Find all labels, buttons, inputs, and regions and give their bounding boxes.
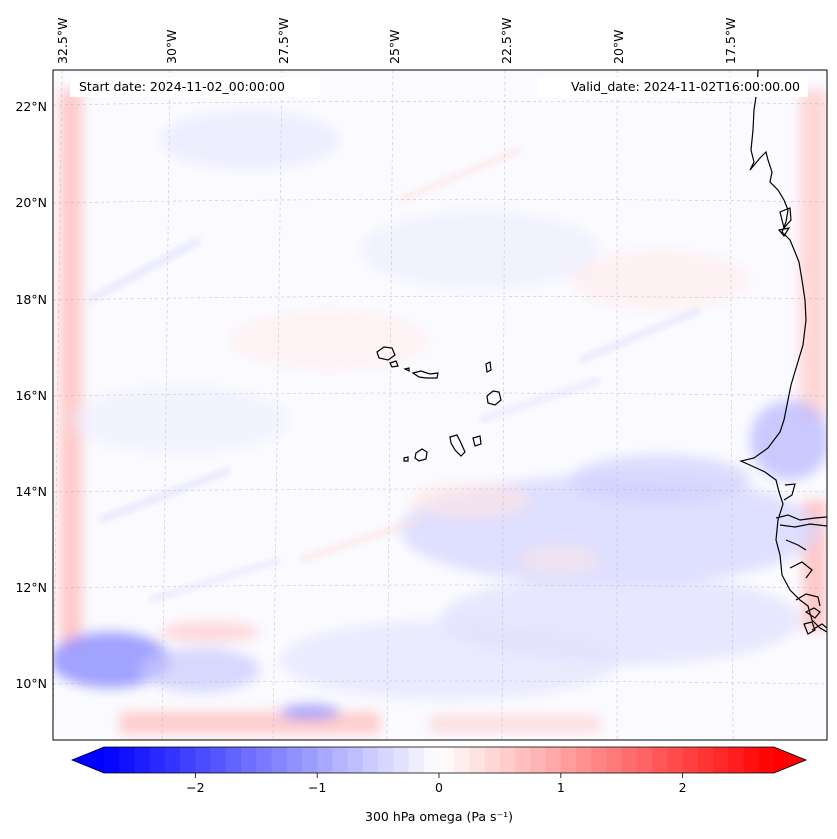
africa-coastline: [739, 70, 827, 635]
colorbar-segment: [271, 747, 288, 773]
colorbar-segment: [332, 747, 349, 773]
colorbar-tick-label: 1: [557, 780, 565, 795]
lat-label: 18°N: [15, 292, 47, 307]
colorbar-segment: [576, 747, 592, 773]
colorbar-segment: [530, 747, 547, 773]
colorbar-segment: [606, 747, 623, 773]
colorbar-segment: [621, 747, 638, 773]
island-sal: [485, 361, 492, 373]
colorbar-extend-high: [774, 747, 806, 773]
colorbar-segment: [484, 747, 501, 773]
lon-label: 30°W: [164, 29, 179, 64]
colorbar-segment: [560, 747, 577, 773]
colorbar-segment: [149, 747, 166, 773]
colorbar-segment: [652, 747, 669, 773]
island-sao-vicente: [389, 360, 399, 368]
colorbar-segment: [104, 747, 120, 773]
colorbar-outline: [70, 746, 808, 774]
colorbar-segment: [347, 747, 364, 773]
lon-label: 25°W: [387, 29, 402, 64]
colorbar-segment: [317, 747, 334, 773]
colorbar-segment: [256, 747, 273, 773]
colorbar: −2 −1 0 1 2 300 hPa omega (Pa s⁻¹): [70, 746, 808, 824]
colorbar-segment: [286, 747, 303, 773]
colorbar-segment: [636, 747, 653, 773]
colorbar-segment: [393, 747, 410, 773]
island-fogo: [414, 448, 428, 462]
island-boa-vista: [486, 390, 502, 406]
lon-label: 22.5°W: [499, 18, 514, 64]
map-panel: Start date: 2024-11-02_00:00:00 Valid_da…: [52, 69, 828, 741]
colorbar-extend-low: [72, 747, 104, 773]
island-santo-antao: [376, 346, 396, 361]
colorbar-segment: [758, 747, 775, 773]
colorbar-segment: [225, 747, 242, 773]
lon-label: 27.5°W: [276, 18, 291, 64]
island-santiago: [449, 434, 466, 457]
longitude-labels: 32.5°W 30°W 27.5°W 25°W 22.5°W 20°W 17.5…: [55, 18, 738, 64]
lat-label: 10°N: [15, 676, 47, 691]
island-brava: [403, 456, 409, 462]
latitude-labels: 22°N 20°N 18°N 16°N 14°N 12°N 10°N: [15, 99, 47, 691]
colorbar-segment: [210, 747, 227, 773]
colorbar-segment: [195, 747, 212, 773]
colorbar-segment: [499, 747, 516, 773]
start-date-box: [70, 77, 320, 97]
lat-label: 16°N: [15, 388, 47, 403]
colorbar-segment: [164, 747, 181, 773]
island-sao-nicolau: [411, 370, 439, 379]
colorbar-segment: [667, 747, 684, 773]
lat-label: 12°N: [15, 580, 47, 595]
colorbar-label: 300 hPa omega (Pa s⁻¹): [365, 809, 513, 824]
colorbar-tick-label: −1: [308, 780, 326, 795]
colorbar-segment: [469, 747, 486, 773]
gridlines: [53, 70, 827, 740]
colorbar-segment: [408, 747, 425, 773]
colorbar-segment: [713, 747, 729, 773]
island-santa-luzia: [403, 367, 410, 372]
colorbar-segment: [134, 747, 151, 773]
colorbar-segment: [728, 747, 745, 773]
colorbar-tick-label: 2: [679, 780, 687, 795]
omega-field: [53, 90, 827, 734]
colorbar-segment: [439, 747, 455, 773]
colorbar-segments: [104, 747, 775, 773]
colorbar-segment: [591, 747, 608, 773]
lon-label: 17.5°W: [723, 18, 738, 64]
lon-label: 20°W: [611, 29, 626, 64]
colorbar-segment: [423, 747, 440, 773]
start-date-label: Start date: 2024-11-02_00:00:00: [79, 79, 285, 94]
lat-label: 14°N: [15, 484, 47, 499]
colorbar-segment: [119, 747, 136, 773]
lon-label: 32.5°W: [55, 18, 70, 64]
colorbar-segment: [697, 747, 714, 773]
colorbar-segment: [743, 747, 760, 773]
colorbar-segment: [545, 747, 562, 773]
colorbar-segment: [454, 747, 471, 773]
lat-label: 20°N: [15, 195, 47, 210]
valid-date-box: [538, 77, 808, 97]
map-frame: [52, 69, 828, 741]
colorbar-segment: [378, 747, 394, 773]
colorbar-segment: [362, 747, 379, 773]
colorbar-segment: [180, 747, 196, 773]
colorbar-ticks: −2 −1 0 1 2: [186, 773, 687, 795]
island-maio: [472, 435, 482, 447]
colorbar-tick-label: 0: [435, 780, 443, 795]
colorbar-segment: [515, 747, 531, 773]
valid-date-label: Valid_date: 2024-11-02T16:00:00.00: [571, 79, 800, 94]
colorbar-segment: [241, 747, 257, 773]
colorbar-tick-label: −2: [186, 780, 204, 795]
lat-label: 22°N: [15, 99, 47, 114]
colorbar-segment: [301, 747, 318, 773]
cape-verde-islands: [376, 346, 502, 462]
colorbar-segment: [682, 747, 699, 773]
